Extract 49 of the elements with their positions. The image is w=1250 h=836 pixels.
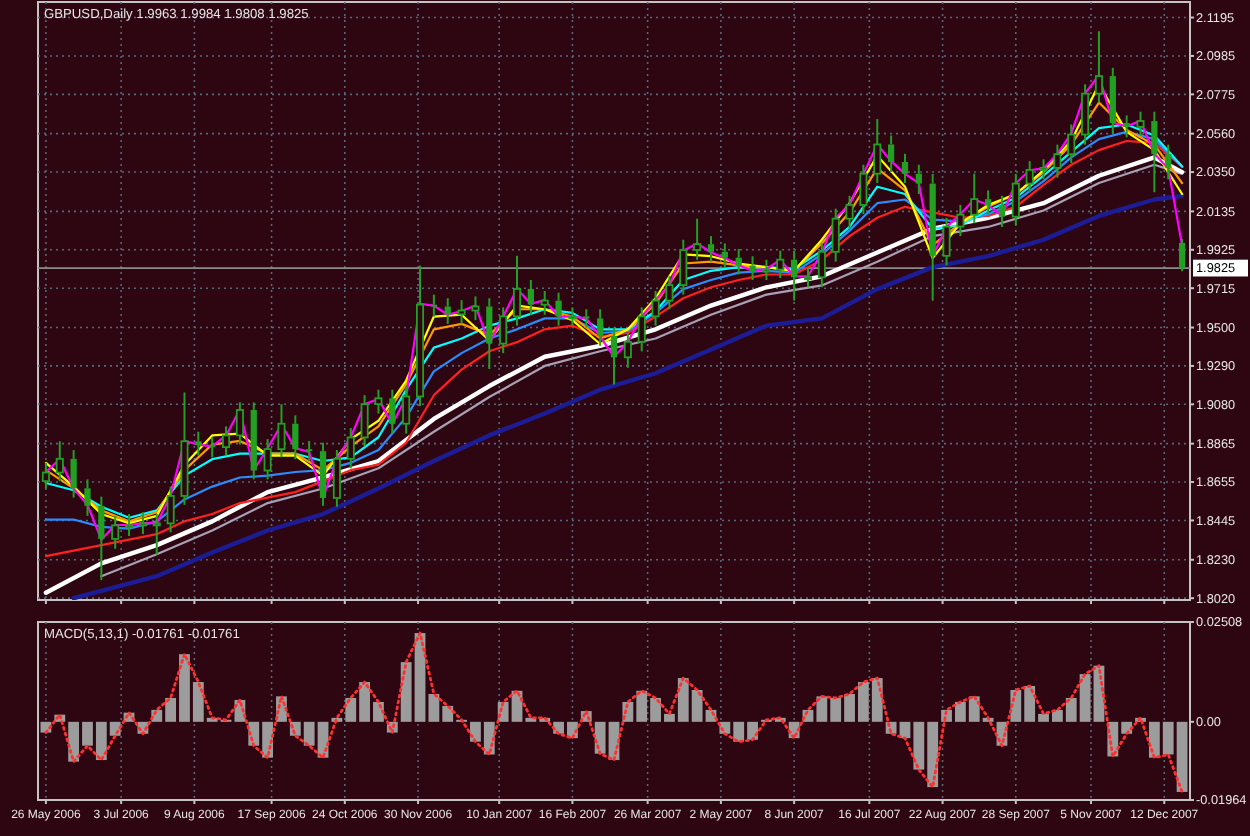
candlestick — [402, 385, 411, 435]
candlestick — [222, 425, 231, 457]
candlestick — [457, 299, 466, 325]
candlestick — [195, 430, 202, 457]
candlestick — [527, 278, 534, 316]
candlestick — [791, 249, 798, 302]
candlestick — [416, 264, 425, 408]
candlestick — [707, 235, 715, 263]
candlestick — [319, 441, 327, 507]
candlestick — [540, 289, 549, 316]
candlestick — [929, 172, 936, 302]
candlestick — [389, 388, 396, 435]
candlestick — [597, 308, 604, 347]
candlestick — [1165, 143, 1172, 181]
candlestick — [430, 293, 437, 318]
candlestick — [679, 238, 688, 296]
candlestick — [651, 289, 660, 327]
candlestick — [555, 291, 562, 327]
candlestick — [235, 401, 244, 446]
candlestick — [84, 478, 91, 517]
candlestick — [610, 326, 618, 386]
candlestick — [444, 297, 451, 325]
candlestick — [1109, 66, 1116, 135]
candlestick — [1178, 238, 1186, 273]
candlestick — [306, 439, 313, 463]
candlestick — [471, 295, 480, 322]
candlestick — [984, 189, 992, 216]
candlestick — [292, 414, 299, 461]
candlestick — [70, 449, 77, 499]
candlestick — [888, 134, 895, 174]
candlestick — [915, 163, 922, 196]
candlestick — [583, 308, 590, 329]
candlestick — [998, 194, 1006, 228]
candlestick — [817, 242, 826, 289]
candlestick — [209, 436, 216, 459]
candlestick — [1151, 110, 1158, 194]
candlestick — [98, 495, 105, 582]
candlestick — [956, 203, 965, 238]
candlestick — [749, 255, 756, 281]
candlestick — [901, 152, 909, 185]
line-series — [44, 631, 1184, 794]
candlestick — [512, 254, 522, 327]
candlestick — [55, 440, 64, 483]
candlestick — [486, 297, 493, 371]
candlestick — [1123, 114, 1130, 139]
candlestick — [693, 217, 702, 261]
candlestick — [831, 207, 840, 263]
candlestick — [721, 242, 728, 269]
candlestick — [1081, 83, 1090, 146]
